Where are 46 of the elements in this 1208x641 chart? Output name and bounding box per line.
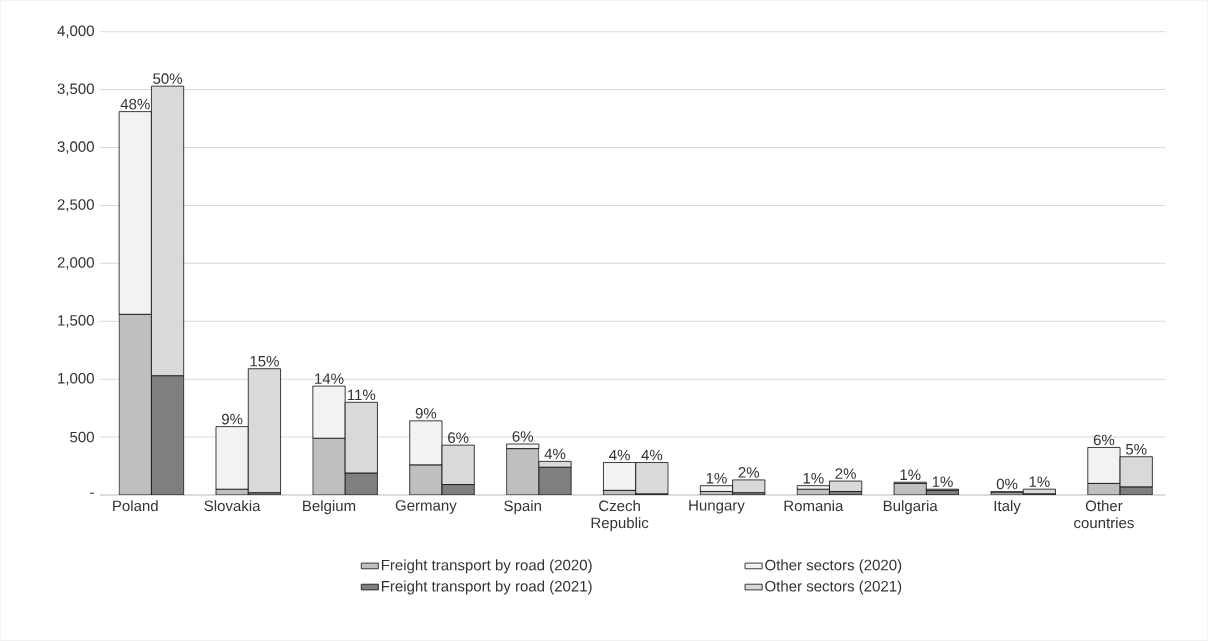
y-tick-label: 1,500 bbox=[58, 315, 94, 328]
x-tick-label: Slovakia bbox=[204, 500, 261, 512]
x-tick-label: Italy bbox=[994, 500, 1021, 515]
x-tick-label: Germany bbox=[395, 500, 457, 514]
annotation: 1% bbox=[900, 469, 921, 481]
x-tick-label: Czech Republic bbox=[591, 500, 649, 532]
y-tick-label: 4,000 bbox=[57, 25, 94, 39]
x-tick-label: Spain bbox=[504, 500, 541, 515]
annotation: 9% bbox=[415, 408, 437, 419]
x-tick-label: Hungary bbox=[689, 500, 745, 514]
y-tick-label: 500 bbox=[70, 431, 94, 443]
annotation: 50% bbox=[153, 73, 183, 85]
legend-label: Other sectors (2021) bbox=[765, 580, 902, 595]
x-tick-label: Bulgaria bbox=[883, 500, 938, 515]
annotation: 1% bbox=[1029, 476, 1050, 488]
legend-label: Freight transport by road (2021) bbox=[381, 580, 592, 595]
x-tick-label: Belgium bbox=[303, 500, 356, 515]
annotation: 2% bbox=[835, 468, 856, 479]
annotation: 2% bbox=[738, 467, 760, 478]
y-tick-label: 3,000 bbox=[57, 141, 94, 154]
annotation: 1% bbox=[803, 473, 824, 484]
y-tick-label: 2,000 bbox=[57, 257, 94, 270]
annotation: 6% bbox=[448, 432, 469, 444]
annotation: 4% bbox=[544, 448, 566, 460]
annotation: 1% bbox=[932, 476, 953, 488]
annotation: 6% bbox=[512, 431, 534, 442]
legend-label: Other sectors (2020) bbox=[765, 559, 902, 574]
annotation: 4% bbox=[641, 449, 663, 461]
y-tick-label: - bbox=[90, 492, 94, 494]
y-tick-label: 3,500 bbox=[57, 83, 94, 96]
y-tick-label: 1,000 bbox=[58, 373, 94, 386]
x-tick-label: Poland bbox=[113, 500, 158, 512]
legend-label: Freight transport by road (2020) bbox=[381, 559, 592, 574]
annotation: 1% bbox=[706, 473, 727, 484]
annotation: 48% bbox=[120, 98, 150, 110]
annotation: 5% bbox=[1125, 444, 1147, 455]
x-tick-label: Other countries bbox=[1074, 500, 1134, 529]
annotation: 6% bbox=[1093, 434, 1115, 446]
annotation: 15% bbox=[250, 356, 279, 367]
annotation: 9% bbox=[222, 413, 243, 425]
annotation: 4% bbox=[609, 449, 630, 461]
annotation: 0% bbox=[996, 478, 1018, 490]
x-tick-label: Romania bbox=[784, 500, 844, 512]
annotation: 14% bbox=[315, 373, 344, 385]
y-tick-label: 2,500 bbox=[57, 199, 94, 212]
annotation: 11% bbox=[347, 389, 376, 401]
